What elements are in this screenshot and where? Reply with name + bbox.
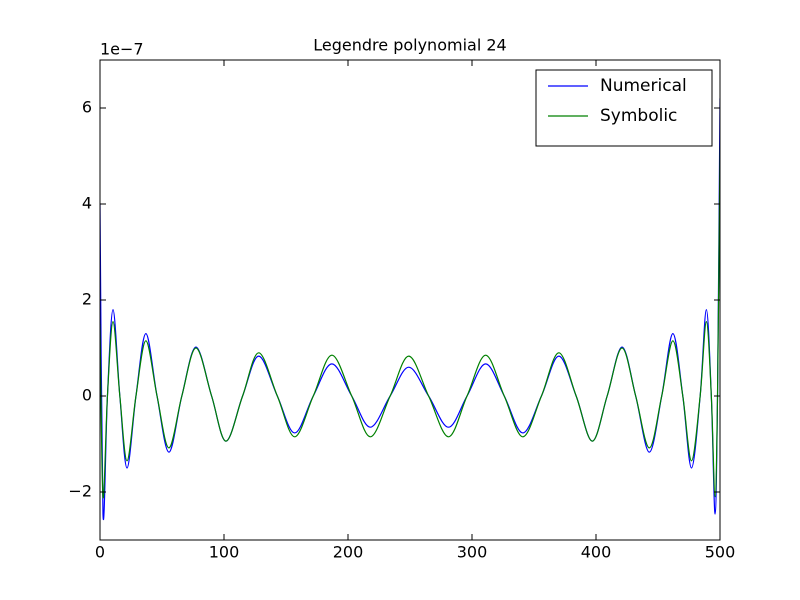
x-tick-label: 0 <box>95 543 105 562</box>
x-tick-label: 400 <box>581 543 612 562</box>
legend-label: Symbolic <box>600 106 677 126</box>
y-tick-label: −2 <box>68 482 92 501</box>
chart-title: Legendre polynomial 24 <box>313 36 506 55</box>
y-tick-label: 0 <box>82 386 92 405</box>
legend-label: Numerical <box>600 76 687 96</box>
y-offset-label: 1e−7 <box>100 40 144 59</box>
series-line <box>100 146 720 499</box>
x-tick-label: 200 <box>333 543 364 562</box>
legend-box <box>535 69 713 147</box>
y-tick-label: 6 <box>82 98 92 117</box>
x-tick-label: 500 <box>705 543 736 562</box>
y-tick-label: 2 <box>82 290 92 309</box>
x-tick-label: 300 <box>457 543 488 562</box>
x-tick-label: 100 <box>209 543 240 562</box>
y-tick-label: 4 <box>82 194 92 213</box>
